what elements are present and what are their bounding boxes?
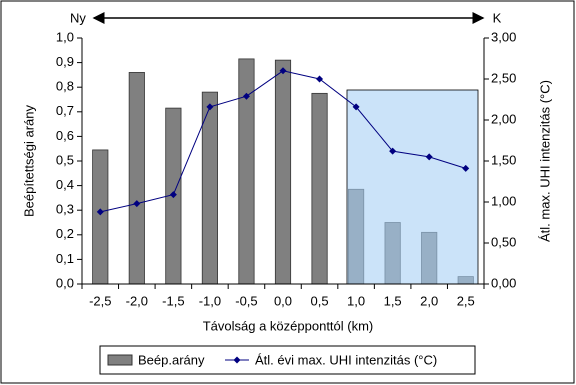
x-tick-label: -0,5	[235, 293, 257, 308]
y-tick-label: 1,0	[56, 29, 74, 44]
y-tick-label: 0,4	[56, 177, 74, 192]
x-tick-label: 0,0	[274, 293, 292, 308]
line-marker	[316, 75, 324, 83]
y-tick-label: 0,9	[56, 54, 74, 69]
line-marker	[96, 208, 104, 216]
y2-tick-label: 2,00	[491, 111, 516, 126]
bar	[128, 72, 145, 285]
legend-swatch	[233, 356, 241, 364]
line-marker	[352, 103, 360, 111]
y-axis-title: Beépítettségi arány	[21, 104, 36, 217]
y-tick-label: 0,5	[56, 152, 74, 167]
y-tick-label: 0,1	[56, 251, 74, 266]
legend-label: Beép.arány	[138, 352, 205, 367]
legend	[99, 345, 476, 375]
x-tick-label: -2,0	[126, 293, 148, 308]
y2-tick-label: 0,50	[491, 234, 516, 249]
legend-label: Átl. évi max. UHI intenzitás (°C)	[255, 352, 437, 367]
annotation: Ny	[70, 10, 86, 25]
y-tick-label: 0,2	[56, 226, 74, 241]
x-tick-label: -1,5	[162, 293, 184, 308]
bar	[92, 149, 109, 285]
x-axis-title: Távolság a középponttól (km)	[203, 318, 374, 333]
line-marker	[279, 67, 287, 75]
line-marker	[389, 147, 397, 155]
y2-tick-label: 1,00	[491, 193, 516, 208]
y2-tick-label: 1,50	[491, 152, 516, 167]
x-tick-label: -2,5	[89, 293, 111, 308]
bar	[274, 59, 292, 285]
y-tick-label: 0,6	[56, 128, 74, 143]
y2-tick-label: 3,00	[491, 29, 516, 44]
y-tick-label: 0,7	[56, 103, 74, 118]
y-tick-label: 0,0	[56, 275, 74, 290]
bar	[311, 92, 328, 285]
x-tick-label: -1,0	[199, 293, 221, 308]
line-marker	[242, 92, 250, 100]
line-marker	[206, 103, 214, 111]
legend-swatch	[107, 354, 133, 366]
y2-tick-label: 2,50	[491, 70, 516, 85]
x-tick-label: 0,5	[311, 293, 329, 308]
line-marker	[462, 164, 470, 172]
annotation: K	[493, 10, 502, 25]
y-tick-label: 0,8	[56, 79, 74, 94]
y-tick-label: 0,3	[56, 202, 74, 217]
y2-tick-label: 0,00	[491, 275, 516, 290]
x-tick-label: 2,0	[420, 293, 438, 308]
x-tick-label: 1,0	[347, 293, 365, 308]
line-marker	[133, 200, 141, 208]
x-tick-label: 1,5	[384, 293, 402, 308]
line-marker	[425, 153, 433, 161]
x-tick-label: 2,5	[457, 293, 475, 308]
y2-axis-title: Átl. max. UHI intenzitás (°C)	[537, 80, 552, 242]
line-marker	[169, 191, 177, 199]
